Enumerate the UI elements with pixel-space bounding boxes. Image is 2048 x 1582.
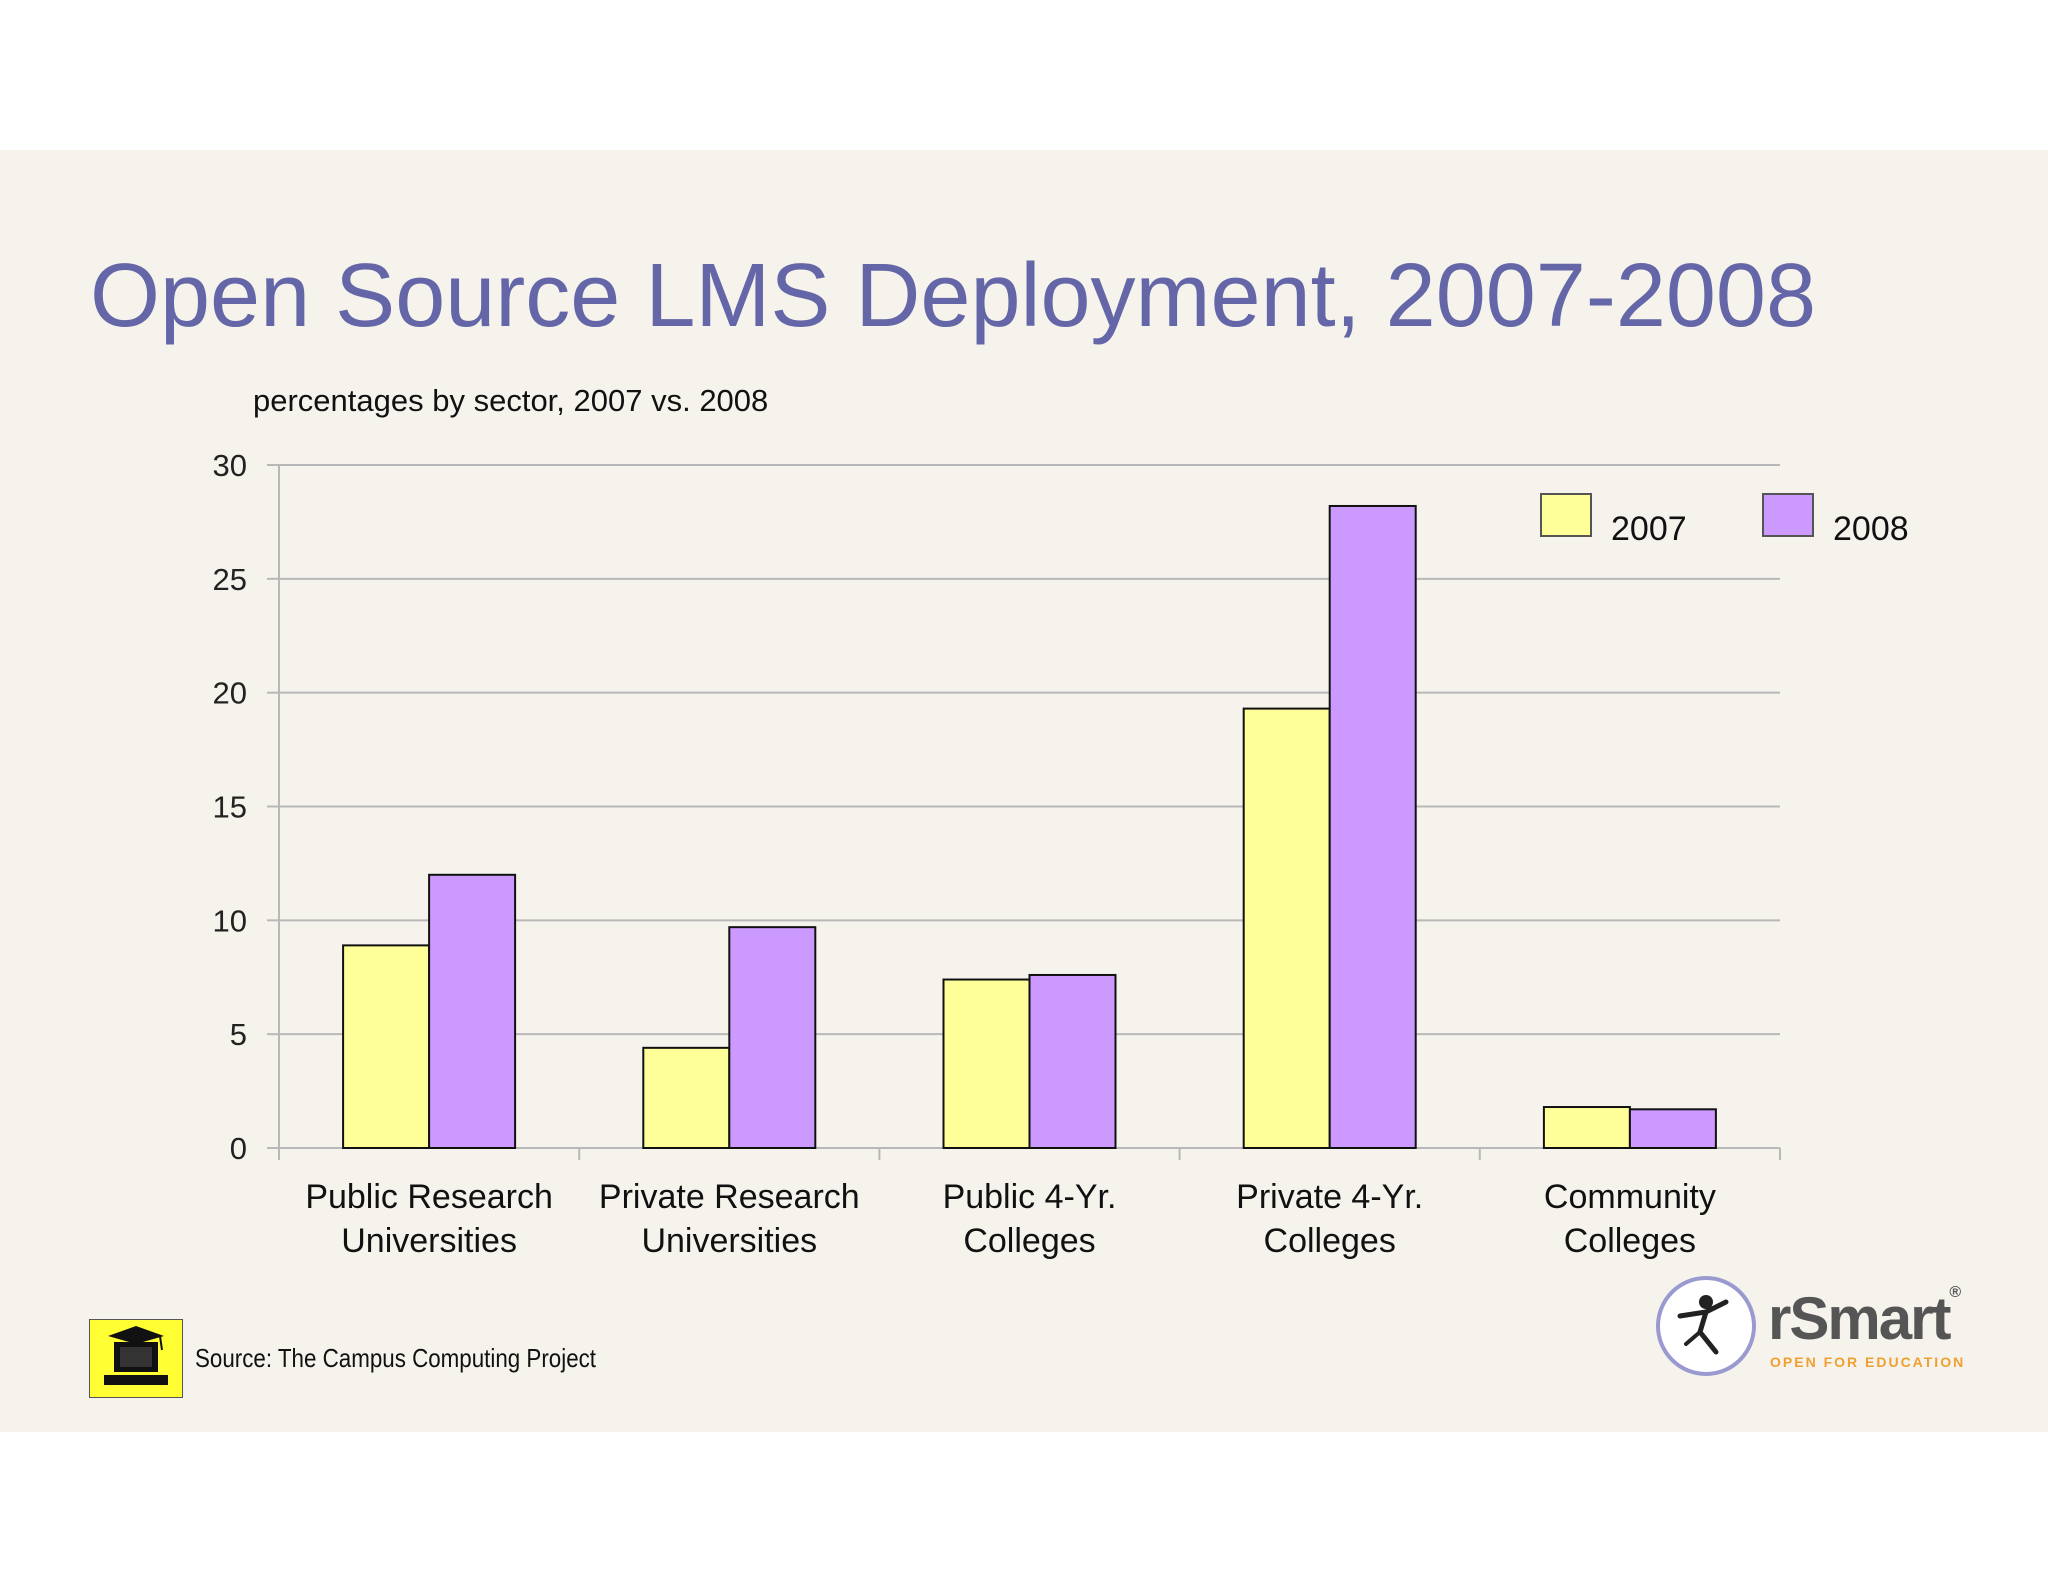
bar-2007-2 (942, 978, 1031, 1149)
brand-name-text: rSmart (1768, 1285, 1951, 1352)
slide-title: Open Source LMS Deployment, 2007-2008 (90, 246, 1817, 346)
bar-2007-4 (1542, 1106, 1631, 1150)
y-tick-label: 10 (213, 903, 247, 938)
x-category-label: Private 4-Yr. (1236, 1178, 1423, 1216)
graduation-computer-icon (104, 1326, 168, 1385)
bar-2008-4 (1628, 1108, 1717, 1149)
legend-label-2008: 2008 (1833, 510, 1909, 548)
bar-2008-1 (728, 926, 817, 1149)
y-tick-label: 30 (213, 448, 247, 483)
legend-swatch-2008 (1762, 493, 1814, 537)
rsmart-figure-icon (1656, 1276, 1756, 1376)
campus-computing-logo (89, 1319, 183, 1398)
bar-2007-3 (1242, 707, 1331, 1149)
y-tick-label: 25 (213, 562, 247, 597)
y-tick-label: 0 (230, 1131, 247, 1166)
y-tick-label: 15 (213, 790, 247, 825)
bar-2008-2 (1028, 973, 1117, 1149)
source-note: Source: The Campus Computing Project (195, 1343, 597, 1373)
chart-subtitle: percentages by sector, 2007 vs. 2008 (253, 383, 769, 418)
x-category-label: Universities (641, 1222, 817, 1260)
brand-tagline: OPEN FOR EDUCATION (1770, 1354, 1966, 1370)
slide-background (0, 150, 2048, 1432)
legend-label-2007: 2007 (1611, 510, 1687, 548)
x-category-label: Public 4-Yr. (943, 1178, 1117, 1216)
y-tick-label: 20 (213, 676, 247, 711)
x-category-label: Colleges (1564, 1222, 1696, 1260)
registered-mark: ® (1949, 1284, 1961, 1301)
bar-2007-1 (642, 1046, 731, 1149)
x-category-label: Community (1544, 1178, 1716, 1216)
bar-2008-3 (1328, 504, 1417, 1150)
y-tick-label: 5 (230, 1017, 247, 1052)
legend-swatch-2007 (1540, 493, 1592, 537)
bar-2008-0 (428, 873, 517, 1149)
x-category-label: Universities (341, 1222, 517, 1260)
x-category-label: Colleges (963, 1222, 1095, 1260)
x-category-label: Colleges (1264, 1222, 1396, 1260)
rsmart-logo: rSmart® OPEN FOR EDUCATION (1656, 1270, 1963, 1380)
bar-2007-0 (342, 944, 431, 1149)
x-category-label: Public Research (305, 1178, 553, 1216)
brand-name: rSmart® (1768, 1284, 1961, 1353)
x-category-label: Private Research (599, 1178, 860, 1216)
